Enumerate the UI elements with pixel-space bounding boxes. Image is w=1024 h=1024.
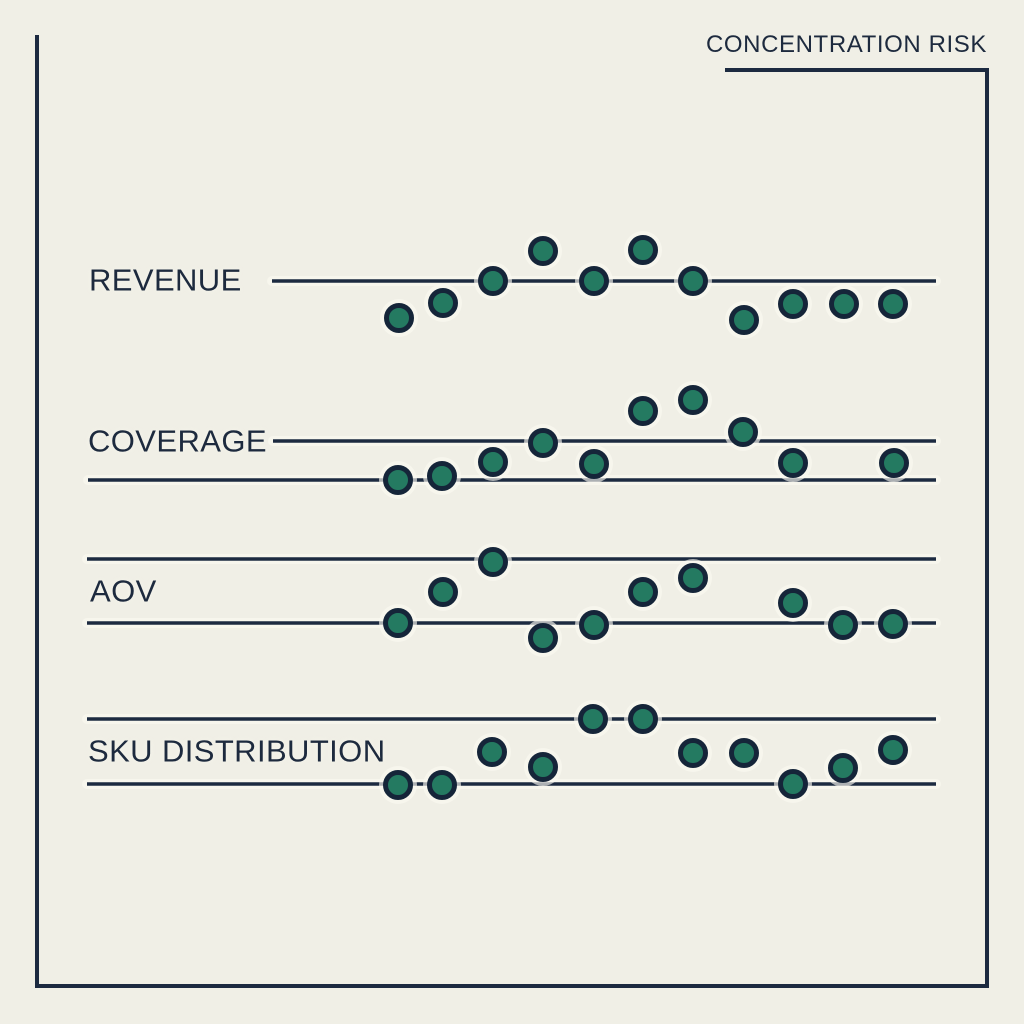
data-dot bbox=[477, 737, 507, 767]
data-dot bbox=[678, 563, 708, 593]
data-dot bbox=[579, 266, 609, 296]
data-dot bbox=[383, 608, 413, 638]
data-dot bbox=[628, 577, 658, 607]
data-dot bbox=[678, 266, 708, 296]
data-dot bbox=[428, 288, 458, 318]
row-aov bbox=[82, 543, 941, 657]
data-dot bbox=[528, 236, 558, 266]
data-dot bbox=[778, 588, 808, 618]
data-dot bbox=[478, 447, 508, 477]
row-sku-distribution bbox=[82, 700, 941, 804]
data-dot bbox=[729, 305, 759, 335]
row-coverage bbox=[83, 381, 941, 499]
data-dot bbox=[628, 396, 658, 426]
data-dot bbox=[879, 448, 909, 478]
data-dot bbox=[778, 448, 808, 478]
data-dot bbox=[528, 428, 558, 458]
data-dot bbox=[478, 266, 508, 296]
row-label-aov: AOV bbox=[90, 573, 157, 609]
data-dot bbox=[478, 547, 508, 577]
data-dot bbox=[728, 417, 758, 447]
data-dot bbox=[427, 770, 457, 800]
data-dot bbox=[678, 385, 708, 415]
data-dot bbox=[579, 449, 609, 479]
row-revenue bbox=[267, 231, 941, 339]
data-dot bbox=[778, 289, 808, 319]
data-dot bbox=[828, 610, 858, 640]
data-dot bbox=[428, 577, 458, 607]
row-label-coverage: COVERAGE bbox=[88, 423, 267, 459]
chart-title: CONCENTRATION RISK bbox=[705, 31, 987, 58]
data-dot bbox=[579, 610, 609, 640]
data-dot bbox=[678, 738, 708, 768]
data-dot bbox=[628, 704, 658, 734]
data-dot bbox=[878, 735, 908, 765]
data-dot bbox=[729, 738, 759, 768]
data-dot bbox=[578, 704, 608, 734]
page-frame bbox=[35, 35, 989, 988]
data-dot bbox=[878, 289, 908, 319]
data-dot bbox=[628, 235, 658, 265]
data-dot bbox=[829, 289, 859, 319]
data-dot bbox=[528, 752, 558, 782]
data-dot bbox=[384, 303, 414, 333]
data-dot bbox=[427, 461, 457, 491]
row-label-sku-distribution: SKU DISTRIBUTION bbox=[88, 733, 386, 769]
data-dot bbox=[828, 753, 858, 783]
data-dot bbox=[383, 465, 413, 495]
row-label-revenue: REVENUE bbox=[89, 262, 242, 298]
data-dot bbox=[383, 770, 413, 800]
data-dot bbox=[528, 623, 558, 653]
data-dot bbox=[778, 769, 808, 799]
data-dot bbox=[878, 609, 908, 639]
